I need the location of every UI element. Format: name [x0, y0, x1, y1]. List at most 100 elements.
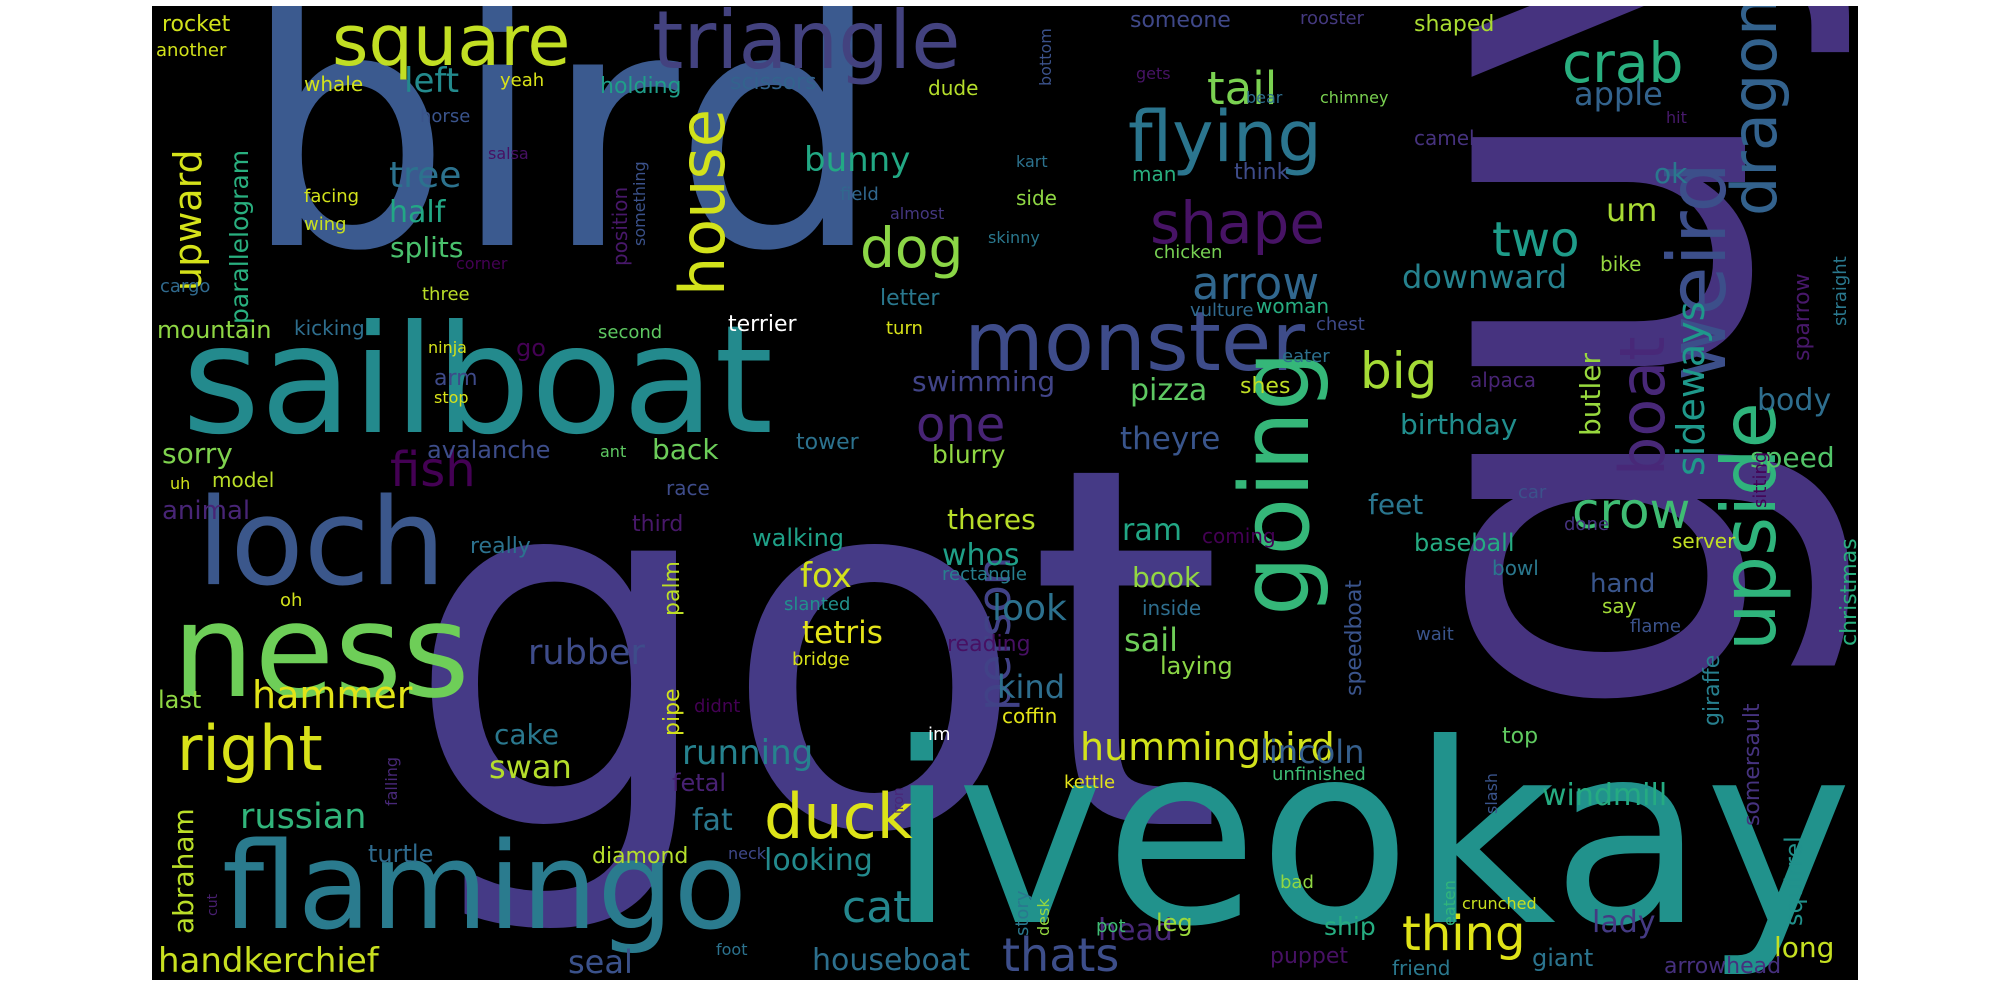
word-kettle: kettle: [1064, 772, 1116, 793]
word-tail: tail: [1207, 62, 1278, 115]
word-speedboat: speedboat: [1342, 580, 1367, 696]
word-theyre: theyre: [1120, 421, 1221, 457]
word-abraham: abraham: [167, 808, 200, 934]
word-speed: speed: [1750, 441, 1835, 474]
word-car: car: [1518, 482, 1547, 503]
word-look: look: [992, 588, 1067, 629]
word-iron: iron: [891, 787, 907, 814]
word-stop: stop: [434, 388, 469, 407]
word-walking: walking: [752, 524, 845, 552]
word-looking: looking: [764, 843, 873, 878]
word-russian: russian: [240, 797, 367, 837]
word-crunched: crunched: [1462, 894, 1537, 913]
word-didnt: didnt: [694, 696, 741, 717]
word-whale: whale: [304, 72, 364, 96]
word-palm: palm: [660, 561, 685, 616]
word-ram: ram: [1122, 513, 1182, 548]
word-flying: flying: [1128, 96, 1322, 178]
word-rectangle: rectangle: [942, 564, 1027, 585]
word-slash: slash: [1482, 772, 1501, 814]
word-diamond: diamond: [592, 844, 689, 869]
word-back: back: [652, 433, 719, 466]
word-oh: oh: [280, 590, 303, 611]
word-windmill: windmill: [1542, 778, 1668, 813]
word-rubber: rubber: [528, 633, 645, 673]
word-chimney: chimney: [1320, 88, 1389, 107]
word-dragon: dragon: [1718, 6, 1791, 216]
word-unfinished: unfinished: [1272, 764, 1366, 785]
word-splits: splits: [390, 231, 464, 264]
word-shaped: shaped: [1414, 12, 1495, 37]
word-tower: tower: [796, 430, 859, 455]
word-cake: cake: [494, 718, 559, 751]
word-upward: upward: [166, 149, 210, 291]
word-duck: duck: [764, 780, 913, 853]
word-crab: crab: [1562, 31, 1684, 95]
word-top: top: [1502, 724, 1539, 749]
word-another: another: [156, 40, 227, 61]
word-chest: chest: [1316, 314, 1365, 335]
word-im: im: [928, 724, 951, 745]
word-one: one: [916, 397, 1006, 453]
word-cargo: cargo: [160, 276, 211, 297]
word-think: think: [1234, 160, 1290, 185]
word-inside: inside: [1142, 596, 1202, 620]
word-turn: turn: [886, 318, 923, 339]
word-sailboat: sailboat: [182, 294, 774, 468]
word-triangle: triangle: [652, 6, 961, 87]
word-three: three: [422, 284, 470, 305]
word-server: server: [1672, 529, 1736, 553]
word-ship: ship: [1324, 912, 1376, 941]
word-bridge: bridge: [792, 649, 850, 670]
word-body: body: [1757, 383, 1832, 418]
word-turtle: turtle: [368, 840, 434, 868]
word-long: long: [1774, 931, 1835, 964]
word-camel: camel: [1414, 126, 1475, 150]
word-rocket: rocket: [162, 12, 231, 37]
word-story: story: [1012, 890, 1033, 936]
word-leg: leg: [1156, 909, 1193, 937]
word-somersault: somersault: [1740, 703, 1765, 826]
word-boat: boat: [1606, 336, 1679, 476]
word-tree: tree: [389, 155, 462, 196]
word-christmas: christmas: [1837, 538, 1858, 646]
word-reading: reading: [947, 632, 1031, 657]
word-puppet: puppet: [1270, 944, 1348, 969]
word-laying: laying: [1160, 652, 1233, 680]
word-left: left: [404, 61, 460, 101]
word-blurry: blurry: [932, 440, 1006, 469]
word-um: um: [1606, 191, 1658, 229]
word-falling: falling: [382, 756, 401, 806]
word-fish: fish: [390, 442, 476, 498]
word-arm: arm: [434, 366, 478, 391]
word-tetris: tetris: [802, 615, 883, 651]
word-bunny: bunny: [804, 140, 911, 180]
word-square: square: [332, 6, 571, 82]
word-thats: thats: [1002, 928, 1120, 980]
word-whos: whos: [942, 538, 1020, 573]
word-sideways: sideways: [1669, 301, 1713, 476]
word-someone: someone: [1130, 8, 1231, 33]
word-book: book: [1132, 561, 1201, 594]
word-feet: feet: [1368, 488, 1424, 521]
word-done: done: [1564, 514, 1609, 535]
word-really: really: [470, 534, 531, 559]
word-third: third: [632, 512, 684, 537]
word-fetal: fetal: [672, 769, 726, 797]
word-cat: cat: [842, 882, 911, 933]
word-shape: shape: [1150, 189, 1326, 257]
word-yeah: yeah: [500, 70, 545, 91]
word-giraffe: giraffe: [1700, 654, 1725, 726]
word-second: second: [598, 322, 663, 343]
word-swan: swan: [489, 748, 572, 786]
word-monster: monster: [964, 295, 1306, 390]
word-squirrel: squirrel: [1780, 836, 1808, 926]
word-ninja: ninja: [428, 338, 467, 357]
word-position: position: [608, 186, 632, 266]
word-head: head: [1098, 913, 1173, 948]
word-got: got: [404, 360, 1224, 942]
word-corner: corner: [456, 254, 508, 273]
word-wait: wait: [1416, 624, 1454, 645]
word-lady: lady: [1592, 905, 1656, 940]
word-apple: apple: [1574, 75, 1663, 113]
